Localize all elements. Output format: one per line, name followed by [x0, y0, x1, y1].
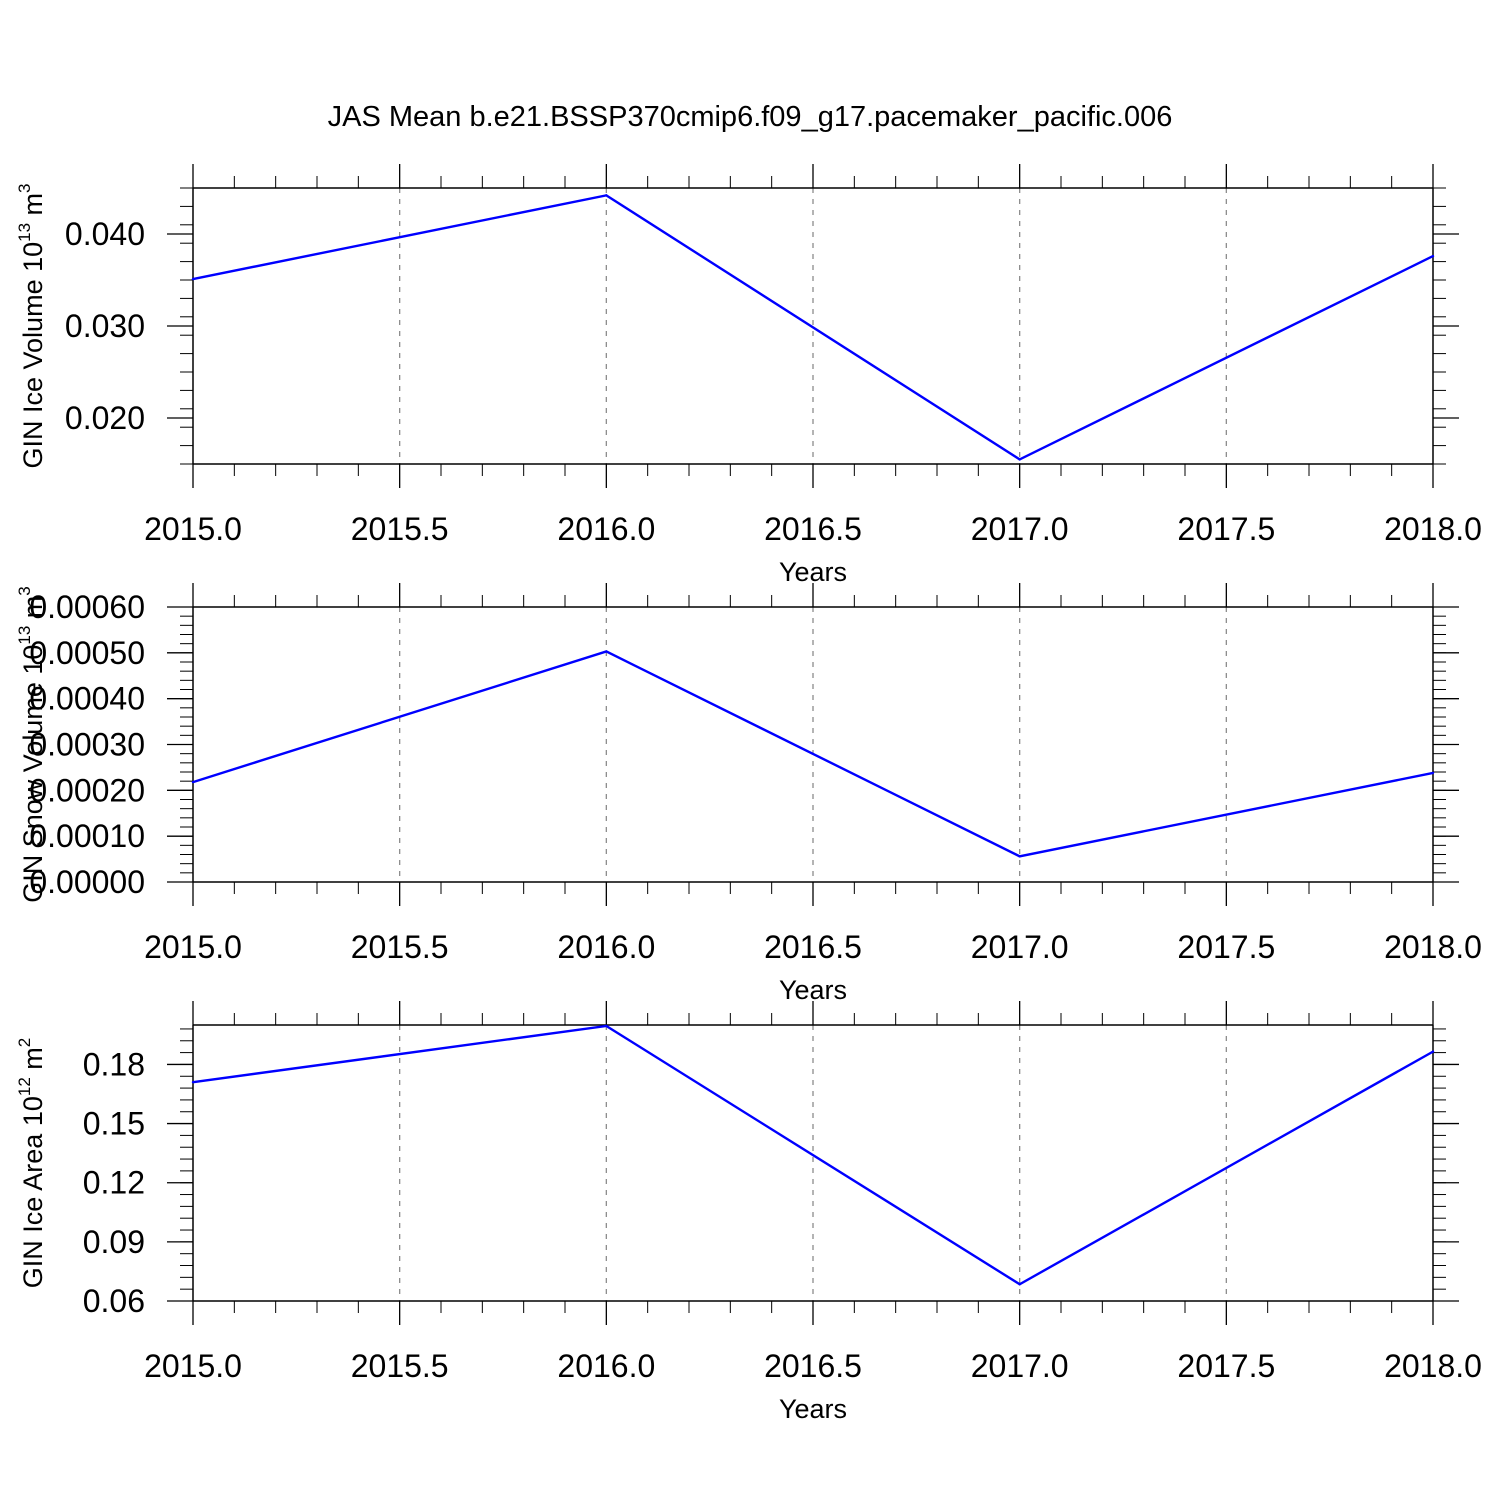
x-tick-label: 2015.5 [351, 929, 449, 965]
x-tick-label: 2015.5 [351, 511, 449, 547]
data-point [605, 650, 608, 653]
data-point [605, 194, 608, 197]
chart-panel-snow-volume: 0.00000 0.00010 0.00020 0.00030 0.00040 0.000… [15, 583, 1482, 1005]
y-tick-label: 0.00060 [29, 589, 145, 625]
x-tick-label: 2017.0 [971, 929, 1069, 965]
y-axis-title: GIN Snow Volume 1013 m3 [15, 586, 48, 903]
x-tick-label: 2015.0 [144, 511, 242, 547]
y-tick-label: 0.040 [65, 216, 145, 252]
y-axis-title-unit-exponent: 3 [15, 183, 34, 192]
y-axis-title: GIN Ice Area 1012 m2 [15, 1038, 48, 1289]
x-tick-label: 2015.0 [144, 929, 242, 965]
data-point [1018, 855, 1021, 858]
y-axis-title-exponent: 13 [15, 626, 34, 645]
series-line [192, 650, 1434, 858]
y-tick-label: 0.00000 [29, 864, 145, 900]
data-point [1018, 458, 1021, 461]
x-tick-label: 2015.0 [144, 1348, 242, 1384]
series-line [192, 1024, 1434, 1286]
data-point [191, 1080, 195, 1084]
x-axis-title: Years [779, 1394, 847, 1424]
data-point [191, 277, 195, 281]
figure-title: JAS Mean b.e21.BSSP370cmip6.f09_g17.pace… [328, 101, 1173, 133]
data-point [1431, 1050, 1435, 1053]
y-axis-title-unit: m [18, 596, 48, 626]
y-tick-label: 0.030 [65, 308, 145, 344]
y-axis-title-unit: m [18, 1047, 48, 1077]
y-tick-label: 0.12 [83, 1165, 145, 1201]
x-tick-label: 2017.5 [1177, 511, 1275, 547]
y-tick-label: 0.00040 [29, 681, 145, 717]
x-tick-label: 2015.5 [351, 1348, 449, 1384]
y-axis-title-unit-exponent: 3 [15, 586, 34, 595]
y-axis-title-exponent: 12 [15, 1077, 34, 1096]
x-tick-label: 2018.0 [1384, 511, 1482, 547]
series-line [192, 194, 1434, 461]
y-tick-label: 0.00010 [29, 818, 145, 854]
y-tick-label: 0.18 [83, 1046, 145, 1082]
x-tick-label: 2016.5 [764, 1348, 862, 1384]
data-point [191, 780, 195, 784]
chart-panel-ice-volume: 0.020 0.030 0.040 2015.0 2015.5 2016.0 2016.5 2… [15, 164, 1482, 587]
x-tick-label: 2016.0 [557, 929, 655, 965]
y-tick-label: 0.020 [65, 400, 145, 436]
x-tick-label: 2017.5 [1177, 929, 1275, 965]
x-tick-label: 2016.5 [764, 511, 862, 547]
chart-panel-ice-area: 0.06 0.09 0.12 0.15 0.18 2015.0 2015.5 2016.0 20… [15, 1001, 1482, 1424]
y-axis-title-unit-exponent: 2 [15, 1038, 34, 1047]
y-tick-label: 0.09 [83, 1224, 145, 1260]
x-tick-label: 2017.0 [971, 511, 1069, 547]
x-tick-label: 2017.0 [971, 1348, 1069, 1384]
x-axis-title: Years [779, 557, 847, 587]
y-tick-label: 0.06 [83, 1283, 145, 1319]
x-tick-label: 2018.0 [1384, 929, 1482, 965]
x-tick-label: 2016.0 [557, 1348, 655, 1384]
y-tick-label: 0.00030 [29, 727, 145, 763]
y-axis-title-exponent: 13 [15, 223, 34, 242]
x-tick-label: 2018.0 [1384, 1348, 1482, 1384]
y-axis-title: GIN Ice Volume 1013 m3 [15, 183, 48, 468]
x-axis-title: Years [779, 975, 847, 1005]
y-tick-label: 0.00020 [29, 772, 145, 808]
y-axis-title-text: GIN Ice Area 10 [18, 1096, 48, 1288]
data-point [605, 1024, 608, 1028]
y-tick-label: 0.15 [83, 1106, 145, 1142]
x-tick-label: 2016.5 [764, 929, 862, 965]
y-axis-title-unit: m [18, 193, 48, 223]
data-point [1018, 1283, 1021, 1286]
x-tick-label: 2016.0 [557, 511, 655, 547]
y-axis-title-text: GIN Ice Volume 10 [18, 242, 48, 469]
y-axis-title-text: GIN Snow Volume 10 [18, 645, 48, 903]
data-point [1431, 254, 1435, 258]
data-point [1431, 771, 1435, 775]
y-tick-label: 0.00050 [29, 635, 145, 671]
x-tick-label: 2017.5 [1177, 1348, 1275, 1384]
